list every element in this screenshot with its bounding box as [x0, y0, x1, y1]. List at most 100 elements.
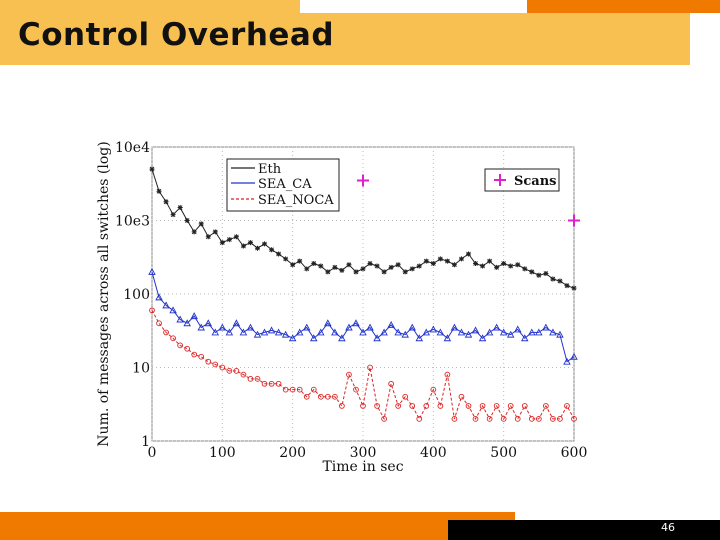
data-point-eth	[191, 229, 197, 235]
series-sea-noca	[149, 307, 577, 422]
data-point-eth	[205, 234, 211, 240]
x-tick-label: 600	[561, 445, 588, 461]
data-point-eth	[515, 262, 521, 268]
data-point-sea-noca	[571, 416, 577, 422]
data-point-sea-ca	[506, 330, 515, 338]
data-point-sea-noca	[374, 403, 380, 409]
y-tick-label: 10e4	[115, 140, 150, 156]
data-point-sea-ca	[274, 328, 283, 336]
data-point-eth	[332, 264, 338, 270]
data-point-sea-ca	[373, 334, 381, 342]
data-point-sea-noca	[557, 416, 563, 422]
data-point-eth	[409, 266, 415, 272]
data-point-eth	[240, 243, 246, 249]
data-point-sea-noca	[423, 403, 430, 409]
data-point-sea-noca	[409, 403, 416, 409]
data-point-sea-ca	[246, 323, 255, 331]
data-point-sea-noca	[219, 364, 226, 371]
data-point-eth	[219, 240, 225, 246]
data-point-sea-ca	[436, 328, 445, 336]
data-point-sea-ca	[359, 328, 367, 336]
data-point-sea-noca	[296, 386, 303, 393]
data-point-sea-noca	[205, 358, 212, 365]
data-point-sea-noca	[535, 416, 542, 422]
data-point-eth	[571, 285, 577, 291]
data-point-sea-ca	[302, 323, 311, 331]
data-point-eth	[543, 271, 549, 277]
data-point-sea-ca	[225, 328, 234, 336]
data-point-sea-ca	[176, 315, 184, 323]
data-point-eth	[423, 258, 429, 264]
data-point-sea-noca	[346, 371, 352, 378]
data-point-eth	[402, 269, 408, 275]
x-tick-label: 0	[148, 445, 157, 461]
data-point-sea-noca	[247, 376, 254, 382]
y-tick-label: 10e3	[115, 214, 150, 230]
data-point-sea-noca	[339, 403, 345, 409]
data-point-sea-noca	[310, 386, 317, 393]
data-point-sea-ca	[324, 319, 332, 327]
data-point-eth	[458, 256, 464, 262]
data-point-sea-ca	[394, 328, 402, 336]
data-point-eth	[508, 263, 514, 269]
data-point-eth	[276, 251, 282, 257]
data-point-sea-noca	[381, 416, 387, 422]
series-scans	[357, 174, 580, 227]
data-point-eth	[522, 266, 528, 272]
data-point-eth	[353, 269, 359, 275]
data-point-sea-ca	[239, 328, 248, 336]
data-point-eth	[283, 256, 289, 262]
data-point-sea-ca	[155, 293, 163, 301]
data-point-eth	[466, 251, 471, 257]
data-point-sea-ca	[204, 319, 213, 327]
data-point-sea-ca	[190, 312, 198, 320]
data-point-sea-ca	[387, 320, 395, 328]
legend-label-sea-ca: SEA_CA	[258, 177, 312, 192]
data-point-sea-noca	[500, 416, 507, 422]
data-point-sea-ca	[317, 328, 325, 336]
data-point-sea-noca	[184, 345, 191, 352]
data-point-sea-noca	[254, 376, 261, 382]
data-point-eth	[247, 240, 253, 246]
x-tick-label: 100	[209, 445, 236, 461]
data-point-sea-ca	[380, 328, 388, 336]
data-point-sea-noca	[324, 393, 331, 400]
data-point-sea-ca	[563, 357, 571, 365]
data-point-sea-ca	[450, 323, 459, 331]
data-point-sea-noca	[507, 403, 514, 409]
data-point-sea-noca	[149, 307, 155, 314]
data-point-eth	[346, 262, 352, 268]
data-point-sea-noca	[430, 386, 437, 393]
data-point-sea-ca	[499, 328, 508, 336]
data-point-sea-noca	[550, 416, 556, 422]
series-eth	[149, 166, 577, 291]
data-point-sea-ca	[331, 328, 339, 336]
data-point-sea-ca	[295, 328, 304, 336]
data-point-sea-noca	[317, 393, 324, 400]
data-point-sea-noca	[360, 403, 366, 409]
data-point-sea-noca	[388, 380, 394, 387]
legend-entry-sea-noca: SEA_NOCA	[231, 193, 334, 208]
data-point-eth	[290, 262, 296, 268]
data-point-sea-noca	[163, 329, 169, 336]
data-point-sea-ca	[478, 334, 487, 342]
data-point-eth	[212, 229, 218, 235]
data-point-sea-ca	[197, 323, 205, 331]
data-point-eth	[501, 260, 507, 266]
data-point-eth	[318, 263, 324, 269]
data-point-sea-noca	[444, 371, 451, 378]
data-point-eth	[262, 241, 268, 247]
data-point-sea-ca	[457, 328, 466, 336]
axes: 0 100 200 300 400 500 600 1 10 100 10e3 10e4	[115, 140, 587, 461]
data-point-sea-noca	[458, 393, 465, 400]
data-point-sea-ca	[267, 326, 276, 334]
series-line-sea-ca	[151, 271, 575, 363]
slide-title: Control Overhead	[18, 17, 335, 53]
data-point-eth	[473, 260, 479, 266]
data-point-eth	[395, 262, 401, 268]
data-point-eth	[564, 283, 570, 289]
data-point-sea-noca	[472, 416, 479, 422]
data-point-sea-ca	[485, 328, 494, 336]
data-point-eth	[311, 260, 317, 266]
data-point-eth	[156, 188, 162, 194]
